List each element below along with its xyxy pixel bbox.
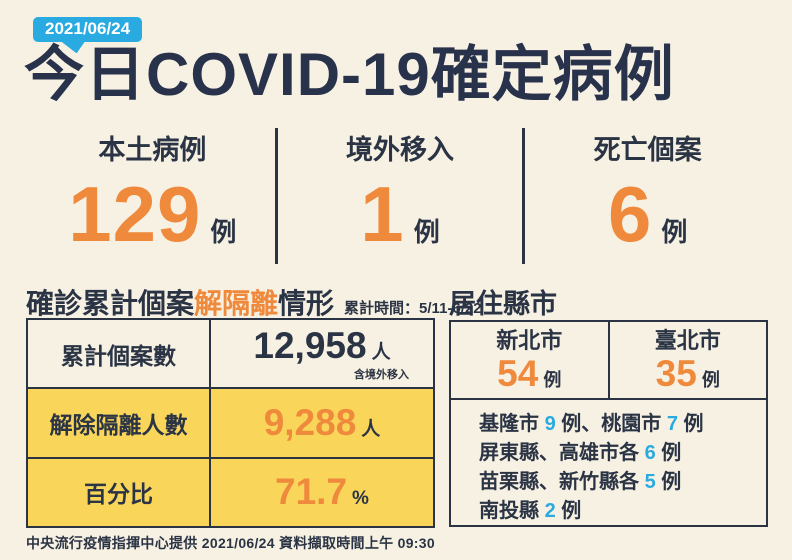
stat-label: 死亡個案	[593, 135, 702, 165]
county-count: 2	[544, 500, 556, 522]
row-unit: 人	[361, 418, 381, 440]
county-text: 例、桃園市	[555, 413, 667, 435]
county-text: 基隆市	[479, 413, 545, 435]
row-value: 9,288	[263, 401, 357, 443]
title-suffix: 情形	[278, 288, 335, 319]
city-value: 35	[655, 353, 697, 395]
city-value-row: 54 例	[497, 355, 561, 392]
city-unit: 例	[701, 370, 720, 391]
city-taipei: 臺北市 35 例	[607, 322, 767, 398]
stat-deaths: 死亡個案 6 例	[525, 122, 770, 270]
vertical-divider	[274, 128, 278, 264]
row-unit: %	[352, 487, 369, 509]
title-prefix: 確診累計個案	[26, 288, 195, 319]
county-text: 南投縣	[479, 500, 545, 522]
stat-local-cases: 本土病例 129 例	[30, 122, 275, 270]
stat-imported-cases: 境外移入 1 例	[278, 122, 523, 270]
city-name: 新北市	[496, 327, 563, 353]
county-count: 7	[666, 413, 678, 435]
isolation-section-title: 確診累計個案解隔離情形	[26, 282, 334, 322]
residence-other-counties-box: 基隆市 9 例、桃園市 7 例 屏東縣、高雄市各 6 例 苗栗縣、新竹縣各 5 …	[449, 398, 768, 527]
table-row-released: 解除隔離人數 9,288 人	[28, 387, 433, 457]
isolation-table: 累計個案數 12,958 人 含境外移入 解除隔離人數 9,288 人 百分比	[26, 318, 435, 528]
county-count: 9	[544, 413, 556, 435]
table-row-percentage: 百分比 71.7 %	[28, 456, 433, 526]
table-row-total-cases: 累計個案數 12,958 人 含境外移入	[28, 320, 433, 388]
row-unit: 人	[371, 341, 391, 363]
row-value: 71.7	[275, 470, 348, 512]
row-value-cell: 9,288 人	[211, 389, 433, 456]
residence-top-cities-box: 新北市 54 例 臺北市 35 例	[449, 320, 768, 400]
stat-unit: 例	[661, 217, 688, 247]
stat-unit: 例	[210, 217, 237, 247]
stat-value-row: 129 例	[68, 175, 236, 253]
title-highlight: 解隔離	[194, 288, 279, 319]
stat-value: 6	[607, 170, 653, 258]
stat-unit: 例	[413, 217, 440, 247]
row-label: 百分比	[28, 458, 211, 526]
row-value: 12,958	[253, 324, 367, 366]
page-title: 今日COVID-19確定病例	[24, 41, 675, 108]
row-value-cell: 71.7 %	[211, 459, 433, 526]
stat-label: 境外移入	[346, 135, 454, 165]
county-line: 屏東縣、高雄市各 6 例	[479, 439, 766, 468]
county-text: 例	[655, 471, 682, 493]
vertical-divider	[522, 128, 526, 264]
county-line: 南投縣 2 例	[479, 497, 766, 526]
stat-value-row: 1 例	[360, 175, 439, 253]
value-row: 9,288 人	[263, 401, 381, 444]
city-name: 臺北市	[654, 327, 721, 353]
city-unit: 例	[543, 370, 562, 391]
stat-value-row: 6 例	[608, 175, 687, 253]
county-line: 基隆市 9 例、桃園市 7 例	[479, 410, 766, 439]
county-text: 屏東縣、高雄市各	[479, 442, 645, 464]
residence-section-title: 居住縣市	[449, 289, 557, 319]
includes-imported-note: 含境外移入	[354, 368, 409, 381]
county-text: 例	[555, 500, 582, 522]
date-badge-text: 2021/06/24	[45, 19, 131, 38]
source-footer: 中央流行疫情指揮中心提供 2021/06/24 資料擷取時間上午 09:30	[26, 535, 435, 551]
isolation-section-header: 確診累計個案解隔離情形 累計時間：5/11-6/22	[26, 282, 482, 322]
stat-label: 本土病例	[98, 135, 207, 165]
accumulation-period: 累計時間：5/11-6/22	[344, 300, 482, 317]
daily-stats-row: 本土病例 129 例 境外移入 1 例 死亡個案 6 例	[30, 122, 770, 270]
row-value-cell: 12,958 人 含境外移入	[211, 320, 433, 387]
date-badge: 2021/06/24	[33, 17, 143, 54]
city-value: 54	[497, 353, 539, 395]
stat-value: 129	[68, 170, 202, 258]
county-count: 5	[644, 471, 656, 493]
county-text: 例	[677, 413, 704, 435]
county-text: 苗栗縣、新竹縣各	[479, 471, 645, 493]
county-line: 苗栗縣、新竹縣各 5 例	[479, 468, 766, 497]
row-label: 解除隔離人數	[28, 389, 211, 457]
city-new-taipei: 新北市 54 例	[451, 322, 608, 398]
value-row: 71.7 %	[275, 470, 369, 513]
value-row: 12,958 人	[253, 324, 391, 367]
stat-value: 1	[360, 170, 405, 258]
county-count: 6	[644, 442, 656, 464]
row-label: 累計個案數	[28, 320, 211, 388]
city-value-row: 35 例	[656, 355, 720, 392]
county-text: 例	[655, 442, 682, 464]
